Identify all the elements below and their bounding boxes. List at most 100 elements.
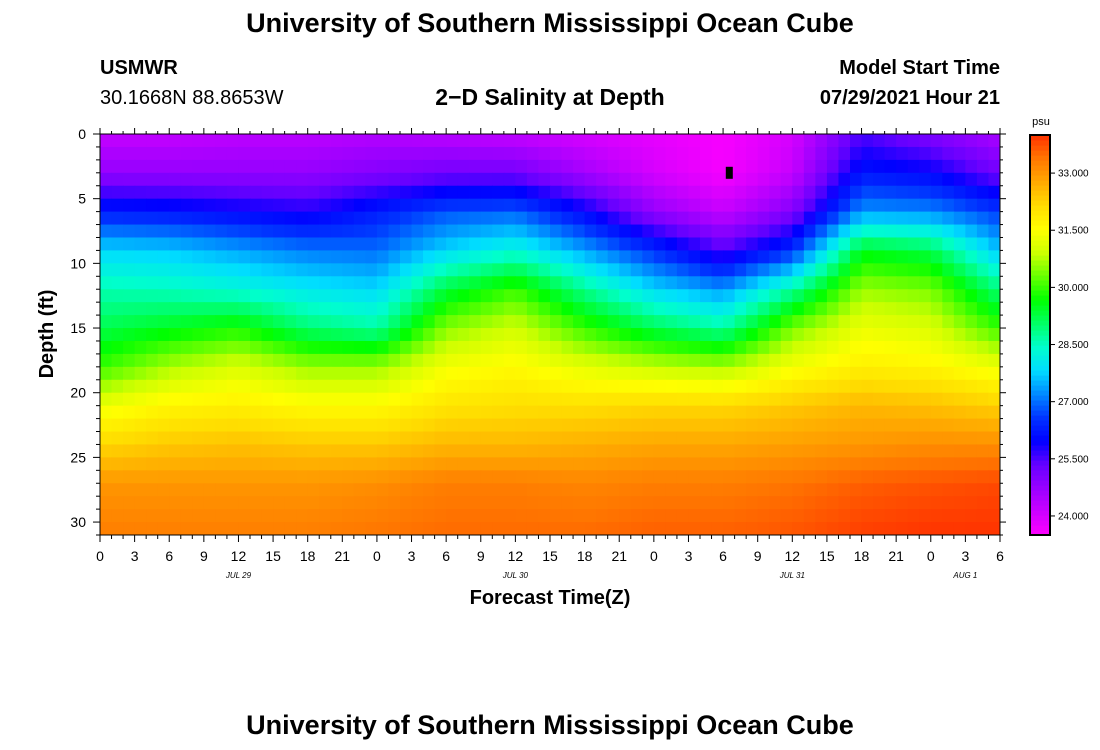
- heatmap-cell: [550, 198, 563, 213]
- heatmap-cell: [515, 172, 528, 187]
- heatmap-cell: [411, 457, 424, 471]
- heatmap-cell: [896, 379, 909, 394]
- heatmap-cell: [180, 237, 193, 252]
- heatmap-cell: [780, 211, 793, 226]
- heatmap-cell: [976, 302, 990, 316]
- heatmap-cell: [815, 134, 828, 148]
- heatmap-cell: [492, 444, 505, 458]
- heatmap-cell: [884, 392, 897, 407]
- heatmap-cell: [376, 276, 390, 290]
- heatmap-cell: [976, 405, 990, 420]
- heatmap-cell: [653, 224, 666, 239]
- heatmap-cell: [319, 431, 332, 446]
- heatmap-cell: [388, 146, 401, 161]
- heatmap-cell: [157, 289, 170, 303]
- heatmap-cell: [769, 340, 782, 355]
- heatmap-cell: [169, 509, 182, 523]
- heatmap-cell: [861, 289, 874, 303]
- heatmap-cell: [400, 444, 413, 458]
- heatmap-cell: [123, 392, 136, 407]
- heatmap-cell: [492, 263, 505, 277]
- heatmap-cell: [250, 496, 263, 510]
- heatmap-cell: [573, 328, 586, 342]
- heatmap-cell: [953, 431, 966, 446]
- heatmap-cell: [203, 405, 216, 420]
- heatmap-cell: [226, 353, 240, 368]
- heatmap-cell: [919, 159, 932, 174]
- heatmap-cell: [838, 379, 851, 394]
- heatmap-cell: [596, 159, 609, 174]
- heatmap-cell: [457, 457, 470, 471]
- heatmap-cell: [573, 237, 586, 252]
- heatmap-cell: [942, 146, 955, 161]
- heatmap-cell: [873, 172, 886, 187]
- heatmap-cell: [100, 340, 113, 355]
- heatmap-cell: [930, 509, 943, 523]
- heatmap-cell: [838, 418, 851, 433]
- heatmap-cell: [930, 146, 943, 161]
- heatmap-cell: [226, 418, 240, 433]
- colorbar-band: [1030, 240, 1050, 246]
- heatmap-cell: [988, 470, 1000, 484]
- heatmap-cell: [711, 302, 724, 316]
- heatmap-cell: [896, 522, 909, 535]
- heatmap-cell: [342, 444, 355, 458]
- heatmap-cell: [503, 366, 516, 381]
- heatmap-cell: [988, 431, 1000, 446]
- heatmap-cell: [607, 263, 620, 277]
- heatmap-cell: [792, 431, 805, 446]
- heatmap-cell: [180, 289, 193, 303]
- heatmap-cell: [515, 405, 528, 420]
- heatmap-cell: [261, 392, 274, 407]
- heatmap-cell: [111, 470, 124, 484]
- heatmap-cell: [250, 444, 263, 458]
- heatmap-cell: [723, 198, 736, 213]
- heatmap-cell: [780, 366, 793, 381]
- heatmap-cell: [734, 198, 747, 213]
- heatmap-cell: [388, 483, 401, 497]
- heatmap-cell: [353, 172, 366, 187]
- heatmap-cell: [561, 444, 574, 458]
- heatmap-cell: [884, 328, 897, 342]
- heatmap-cell: [192, 366, 205, 381]
- heatmap-cell: [319, 483, 332, 497]
- heatmap-cell: [734, 146, 747, 161]
- heatmap-cell: [653, 392, 666, 407]
- heatmap-cell: [353, 522, 366, 535]
- colorbar-tick-label: 30.000: [1058, 283, 1089, 294]
- heatmap-cell: [365, 340, 378, 355]
- heatmap-cell: [780, 457, 793, 471]
- heatmap-cell: [596, 366, 609, 381]
- heatmap-cell: [123, 509, 136, 523]
- heatmap-cell: [630, 237, 643, 252]
- heatmap-cell: [215, 302, 228, 316]
- heatmap-cell: [134, 418, 147, 433]
- heatmap-cell: [596, 483, 609, 497]
- heatmap-cell: [157, 302, 170, 316]
- heatmap-cell: [238, 353, 251, 368]
- heatmap-cell: [526, 328, 540, 342]
- heatmap-cell: [746, 146, 759, 161]
- heatmap-cell: [457, 431, 470, 446]
- heatmap-cell: [965, 340, 978, 355]
- heatmap-cell: [584, 444, 597, 458]
- heatmap-cell: [757, 366, 770, 381]
- heatmap-cell: [503, 405, 516, 420]
- heatmap-cell: [907, 211, 920, 226]
- heatmap-cell: [561, 328, 574, 342]
- heatmap-cell: [573, 470, 586, 484]
- heatmap-cell: [157, 211, 170, 226]
- heatmap-cell: [423, 353, 436, 368]
- heatmap-cell: [180, 470, 193, 484]
- heatmap-cell: [746, 302, 759, 316]
- heatmap-cell: [711, 483, 724, 497]
- heatmap-cell: [296, 353, 309, 368]
- heatmap-cell: [446, 302, 459, 316]
- heatmap-cell: [746, 431, 759, 446]
- colorbar-band: [1030, 285, 1050, 291]
- heatmap-cell: [815, 444, 828, 458]
- heatmap-cell: [665, 134, 678, 148]
- heatmap-cell: [953, 483, 966, 497]
- heatmap-cell: [953, 353, 966, 368]
- heatmap-cell: [873, 328, 886, 342]
